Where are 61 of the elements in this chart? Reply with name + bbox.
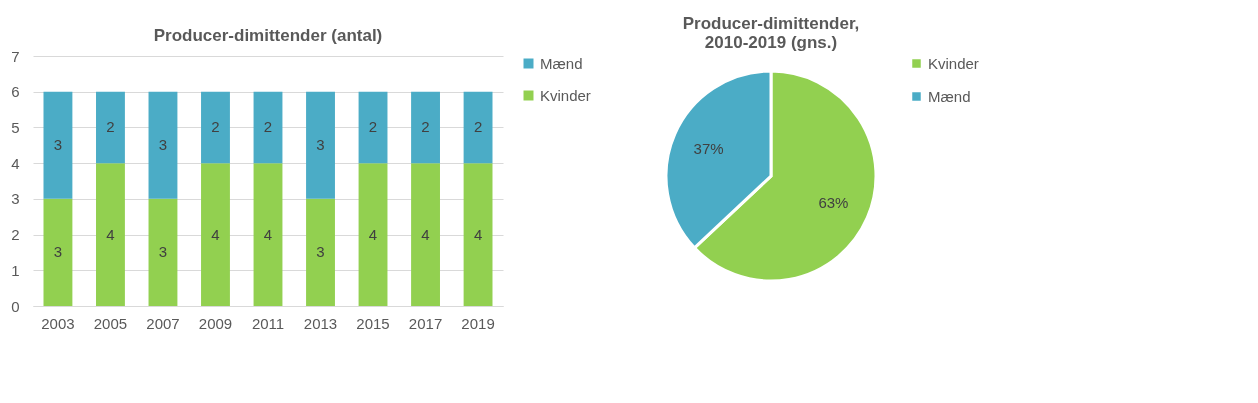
data-label: 63%	[818, 194, 849, 212]
bar	[411, 163, 440, 306]
y-tick-label: 7	[11, 47, 20, 65]
x-tick-label: 2015	[356, 314, 390, 332]
legend-label: Kvinder	[928, 54, 979, 72]
data-label: 4	[263, 225, 273, 243]
bar	[201, 91, 230, 164]
data-label: 3	[316, 243, 325, 261]
data-label: 2	[263, 118, 273, 136]
bar	[463, 91, 493, 164]
data-label: 4	[421, 225, 430, 243]
legend-label: Kvinder	[540, 86, 591, 104]
bar	[148, 198, 178, 306]
bar	[96, 163, 125, 306]
y-tick-label: 4	[11, 154, 20, 172]
bar	[306, 91, 335, 199]
y-tick-label: 2	[11, 226, 20, 244]
bar	[358, 163, 388, 306]
y-tick-label: 0	[11, 297, 20, 315]
chart-title: Producer-dimittender (antal)	[153, 26, 383, 45]
data-label: 3	[158, 243, 168, 261]
y-tick-label: 5	[11, 118, 20, 136]
legend-label: Mænd	[928, 87, 971, 105]
data-label: 4	[368, 225, 378, 243]
x-tick-label: 2017	[408, 314, 443, 332]
bar	[306, 198, 335, 306]
data-label: 2	[211, 118, 220, 136]
data-label: 4	[106, 225, 115, 243]
bar	[463, 163, 493, 306]
bar	[253, 91, 283, 164]
y-tick-label: 3	[11, 190, 20, 208]
x-tick-label: 2013	[303, 314, 338, 332]
data-label: 2	[368, 118, 378, 136]
x-tick-label: 2009	[198, 314, 233, 332]
legend-label: Mænd	[540, 54, 583, 72]
x-tick-label: 2019	[461, 314, 495, 332]
y-tick-label: 6	[11, 83, 20, 101]
bar	[96, 91, 125, 164]
bar	[148, 91, 178, 199]
bar	[253, 163, 283, 306]
y-tick-label: 1	[11, 261, 20, 279]
data-label: 3	[53, 136, 63, 154]
chart-title: Producer-dimittender, 2010-2019 (gns.)	[682, 14, 860, 52]
x-tick-label: 2011	[251, 314, 285, 332]
bar	[201, 163, 230, 306]
data-label: 2	[473, 118, 483, 136]
data-label: 37%	[693, 139, 724, 157]
data-label: 3	[158, 136, 168, 154]
x-tick-label: 2005	[93, 314, 128, 332]
data-label: 2	[421, 118, 430, 136]
data-label: 3	[53, 243, 63, 261]
data-label: 4	[473, 225, 483, 243]
bar	[411, 91, 440, 164]
bar	[358, 91, 388, 164]
data-label: 4	[211, 225, 220, 243]
data-label: 3	[316, 136, 325, 154]
data-label: 2	[106, 118, 115, 136]
x-tick-label: 2007	[146, 314, 180, 332]
x-tick-label: 2003	[41, 314, 75, 332]
bar	[43, 91, 73, 199]
bar	[43, 198, 73, 306]
